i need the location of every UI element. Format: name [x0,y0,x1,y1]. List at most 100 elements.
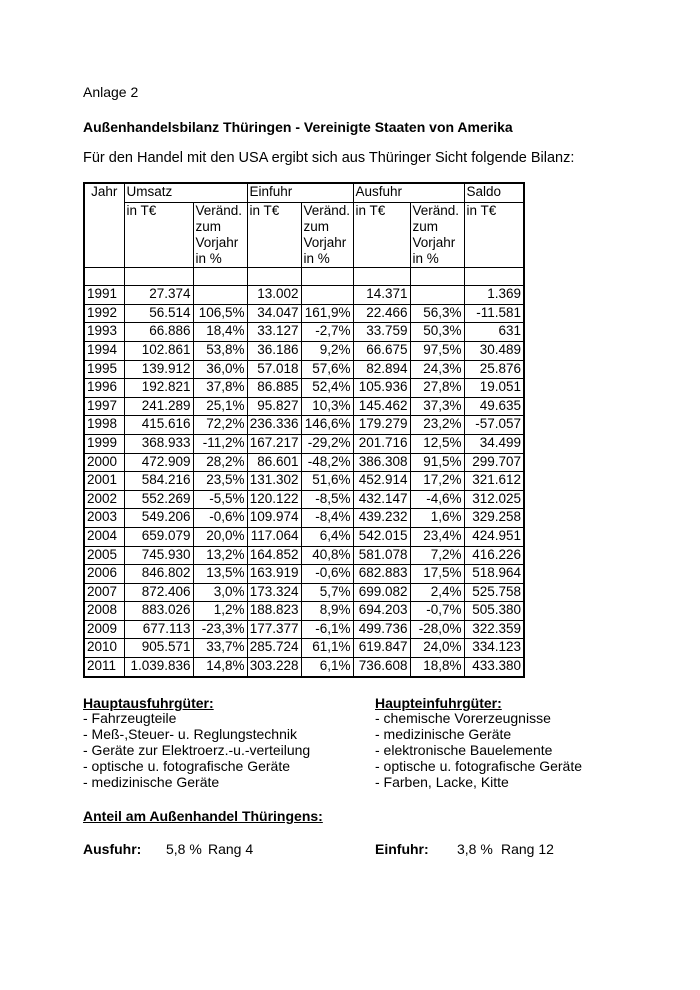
value-cell: 40,8% [300,545,354,566]
export-share: 5,8 % [166,841,202,857]
value-cell: 30.489 [463,340,525,361]
year-cell: 2009 [83,619,125,640]
data-row: 2003 549.206 -0,6% 109.974 -8,4% 439.232 1,6% 3… [83,508,525,528]
value-cell: -0,7% [409,601,465,621]
value-cell: -4,6% [409,489,465,510]
list-title: Haupteinfuhrgüter: [375,695,502,711]
year-cell: 1998 [83,415,125,435]
value-cell: 433.380 [463,657,525,678]
year-cell: 2000 [83,452,125,473]
value-cell: 5,7% [300,582,354,603]
value-cell [192,285,248,305]
value-cell: 163.919 [246,564,302,584]
value-cell: 50,3% [409,322,465,342]
value-cell: 49.635 [463,396,525,417]
year-cell: 1995 [83,359,125,380]
value-cell [300,285,354,305]
value-cell: 1.369 [463,285,525,305]
import-share: 3,8 % [457,841,493,857]
blank-cell [246,266,302,287]
value-cell: 518.964 [463,564,525,584]
value-cell: 1.039.836 [123,657,194,678]
value-cell: 386.308 [352,452,411,473]
year-cell: 2007 [83,582,125,603]
subheader: Veränd. zum Vorjahr in % [192,201,248,268]
value-cell: 499.736 [352,619,411,640]
value-cell: 321.612 [463,471,525,491]
value-cell: 37,3% [409,396,465,417]
value-cell: 34.047 [246,303,302,324]
year-cell: 1994 [83,340,125,361]
list-item: - Fahrzeugteile [83,710,177,726]
value-cell: 22.466 [352,303,411,324]
data-row: 1995 139.912 36,0% 57.018 57,6% 82.894 24,3% 25… [83,359,525,380]
data-row: 2000 472.909 28,2% 86.601 -48,2% 386.308 91,5%… [83,452,525,473]
subheader: in T€ [352,201,411,268]
value-cell: 167.217 [246,433,302,454]
value-cell: -57.057 [463,415,525,435]
value-cell: 334.123 [463,638,525,659]
value-cell: 56,3% [409,303,465,324]
value-cell: 432.147 [352,489,411,510]
import-rank: Rang 12 [501,841,554,857]
subheader: in T€ [246,201,302,268]
value-cell: 25,1% [192,396,248,417]
value-cell: 1,2% [192,601,248,621]
year-cell: 2004 [83,526,125,547]
subheader-row: in T€ Veränd. zum Vorjahr in % in T€ Veränd… [84,201,525,268]
value-cell: -28,0% [409,619,465,640]
value-cell: 57.018 [246,359,302,380]
value-cell: 659.079 [123,526,194,547]
list-item: - optische u. fotografische Geräte [83,758,290,774]
value-cell: -11.581 [463,303,525,324]
blank-cell [352,266,411,287]
data-row: 1998 415.616 72,2% 236.336 146,6% 179.279 23,2… [83,415,525,435]
export-rank: Rang 4 [208,841,254,857]
header-row: Jahr Umsatz Einfuhr Ausfuhr Saldo [83,182,525,268]
share-title: Anteil am Außenhandel Thüringens: [83,808,323,824]
year-cell: 2011 [83,657,125,678]
value-cell: -11,2% [192,433,248,454]
data-row: 2007 872.406 3,0% 173.324 5,7% 699.082 2,4% 525… [83,582,525,603]
value-cell: 3,0% [192,582,248,603]
year-cell: 2006 [83,564,125,584]
value-cell: 8,9% [300,601,354,621]
value-cell: 745.930 [123,545,194,566]
value-cell: 36.186 [246,340,302,361]
list-item: - elektronische Bauelemente [375,742,553,758]
value-cell: -8,5% [300,489,354,510]
group-header: Ausfuhr [352,182,465,203]
list-item: - medizinische Geräte [83,774,220,790]
value-cell: 66.886 [123,322,194,342]
value-cell: 17,5% [409,564,465,584]
value-cell: 146,6% [300,415,354,435]
subheader: Veränd. zum Vorjahr in % [409,201,465,268]
year-cell: 1992 [83,303,125,324]
data-row: 1994 102.861 53,8% 36.186 9,2% 66.675 97,5% 30.… [83,340,525,361]
blank-cell [463,266,525,287]
data-row: 2002 552.269 -5,5% 120.122 -8,5% 432.147 -4,6%… [83,489,525,510]
data-row: 2001 584.216 23,5% 131.302 51,6% 452.914 17,2%… [83,471,525,491]
value-cell: 139.912 [123,359,194,380]
value-cell: 23,2% [409,415,465,435]
value-cell: 66.675 [352,340,411,361]
value-cell: 201.716 [352,433,411,454]
value-cell: 109.974 [246,508,302,528]
value-cell: -0,6% [300,564,354,584]
value-cell: 18,4% [192,322,248,342]
value-cell: 23,5% [192,471,248,491]
data-row: 1997 241.289 25,1% 95.827 10,3% 145.462 37,3% 4… [83,396,525,417]
value-cell: 9,2% [300,340,354,361]
value-cell: -8,4% [300,508,354,528]
subheader: Veränd. zum Vorjahr in % [300,201,354,268]
group-header: Umsatz [123,182,248,203]
value-cell: 6,4% [300,526,354,547]
data-row: 2009 677.113 -23,3% 177.377 -6,1% 499.736 -28,… [83,619,525,640]
data-row: 2010 905.571 33,7% 285.724 61,1% 619.847 24,0%… [83,638,525,659]
value-cell: 631 [463,322,525,342]
value-cell: 33.759 [352,322,411,342]
year-cell: 1999 [83,433,125,454]
value-cell: 28,2% [192,452,248,473]
blank-cell [409,266,465,287]
value-cell: 20,0% [192,526,248,547]
